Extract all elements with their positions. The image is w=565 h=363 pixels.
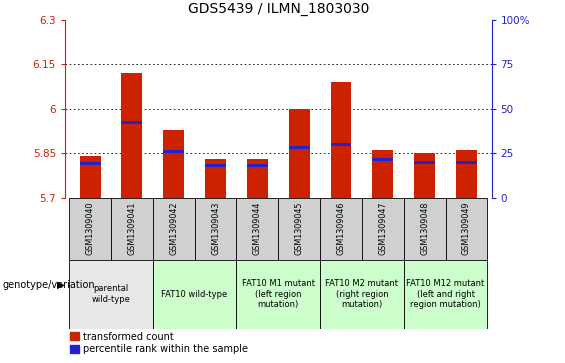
Bar xyxy=(121,121,142,124)
Bar xyxy=(194,198,236,260)
Text: FAT10 M2 mutant
(right region
mutation): FAT10 M2 mutant (right region mutation) xyxy=(325,279,398,309)
Text: GSM1309049: GSM1309049 xyxy=(462,202,471,256)
Text: FAT10 M12 mutant
(left and right
region mutation): FAT10 M12 mutant (left and right region … xyxy=(406,279,485,309)
Text: GSM1309044: GSM1309044 xyxy=(253,202,262,256)
Bar xyxy=(163,150,184,153)
Title: GDS5439 / ILMN_1803030: GDS5439 / ILMN_1803030 xyxy=(188,2,369,16)
Bar xyxy=(404,198,446,260)
Text: GSM1309042: GSM1309042 xyxy=(169,202,178,256)
Text: GSM1309041: GSM1309041 xyxy=(127,202,136,256)
Bar xyxy=(80,156,101,198)
Bar xyxy=(372,158,393,161)
Bar xyxy=(205,164,226,167)
Bar xyxy=(236,198,279,260)
Bar xyxy=(153,198,194,260)
Bar xyxy=(236,260,320,329)
Bar xyxy=(279,198,320,260)
Legend: transformed count, percentile rank within the sample: transformed count, percentile rank withi… xyxy=(70,331,249,354)
Bar xyxy=(69,260,153,329)
Bar xyxy=(362,198,404,260)
Bar xyxy=(80,162,101,165)
Bar xyxy=(372,150,393,198)
Bar xyxy=(247,159,268,198)
Bar xyxy=(331,143,351,146)
Bar xyxy=(163,130,184,198)
Bar xyxy=(414,154,435,198)
Bar xyxy=(320,260,404,329)
Text: GSM1309040: GSM1309040 xyxy=(85,202,94,256)
Bar xyxy=(205,159,226,198)
Bar xyxy=(414,161,435,164)
Bar xyxy=(289,109,310,198)
Text: FAT10 wild-type: FAT10 wild-type xyxy=(162,290,228,298)
Bar xyxy=(446,198,488,260)
Bar xyxy=(456,161,477,164)
Text: GSM1309046: GSM1309046 xyxy=(337,202,345,256)
Bar xyxy=(404,260,488,329)
Text: GSM1309047: GSM1309047 xyxy=(379,202,388,256)
Bar xyxy=(121,73,142,198)
Bar xyxy=(111,198,153,260)
Bar xyxy=(153,260,236,329)
Bar xyxy=(247,164,268,167)
Bar xyxy=(320,198,362,260)
Text: ▶: ▶ xyxy=(57,280,65,290)
Text: parental
wild-type: parental wild-type xyxy=(92,284,131,304)
Bar xyxy=(69,198,111,260)
Bar xyxy=(331,82,351,198)
Text: genotype/variation: genotype/variation xyxy=(3,280,95,290)
Bar xyxy=(456,150,477,198)
Text: GSM1309045: GSM1309045 xyxy=(295,202,303,256)
Text: FAT10 M1 mutant
(left region
mutation): FAT10 M1 mutant (left region mutation) xyxy=(242,279,315,309)
Bar xyxy=(289,146,310,149)
Text: GSM1309048: GSM1309048 xyxy=(420,202,429,256)
Text: GSM1309043: GSM1309043 xyxy=(211,202,220,256)
